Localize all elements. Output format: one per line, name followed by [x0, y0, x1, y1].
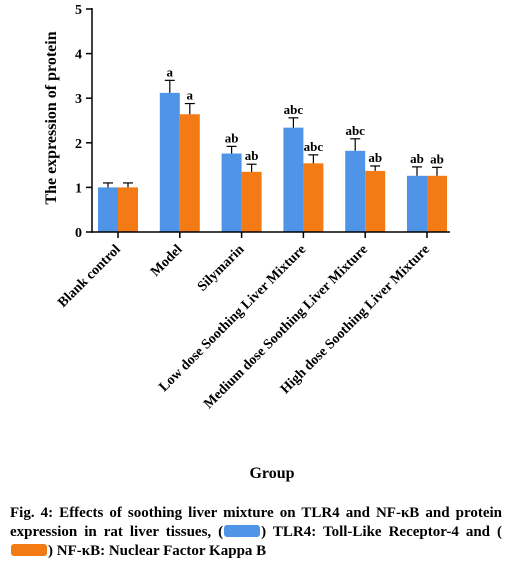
y-tick-label: 1: [75, 181, 82, 196]
bar: [303, 163, 324, 232]
x-axis-title: Group: [249, 465, 294, 482]
y-tick-label: 3: [75, 92, 82, 107]
bar: [221, 153, 242, 232]
bar: [283, 127, 304, 232]
caption-text-1: Fig. 4: Effects of soothing liver mixtur…: [10, 505, 502, 540]
significance-label: abc: [284, 102, 304, 117]
nfkb-legend-swatch: [11, 544, 47, 556]
y-tick-label: 4: [75, 48, 82, 63]
x-tick-label: Model: [148, 242, 186, 280]
y-axis-title: The expression of protein: [43, 31, 60, 204]
bar: [118, 187, 138, 232]
significance-label: abc: [304, 139, 324, 154]
x-tick-label: Blank control: [55, 242, 124, 311]
significance-label: ab: [368, 150, 382, 165]
bar: [98, 187, 118, 232]
bar: [427, 175, 447, 232]
bar: [179, 114, 200, 232]
bar: [365, 170, 386, 232]
significance-label: ab: [245, 148, 259, 163]
bar: [241, 171, 262, 232]
caption-text-2: ) TLR4: Toll-Like Receptor-4 and (: [261, 524, 502, 540]
y-tick-label: 0: [75, 226, 82, 241]
caption-text-3: ) NF-κB: Nuclear Factor Kappa B: [48, 543, 267, 559]
y-tick-label: 5: [75, 3, 82, 18]
x-tick-label: Silymarin: [195, 242, 248, 295]
significance-label: abc: [345, 123, 365, 138]
bar: [345, 150, 366, 232]
significance-label: a: [187, 88, 194, 103]
significance-label: ab: [410, 151, 424, 166]
y-tick-label: 2: [75, 137, 82, 152]
bar: [159, 92, 180, 233]
tlr4-legend-swatch: [224, 525, 261, 537]
significance-label: ab: [430, 151, 444, 166]
bar: [407, 175, 427, 232]
significance-label: a: [167, 64, 174, 79]
figure-caption: Fig. 4: Effects of soothing liver mixtur…: [10, 504, 502, 561]
significance-label: ab: [225, 130, 239, 145]
